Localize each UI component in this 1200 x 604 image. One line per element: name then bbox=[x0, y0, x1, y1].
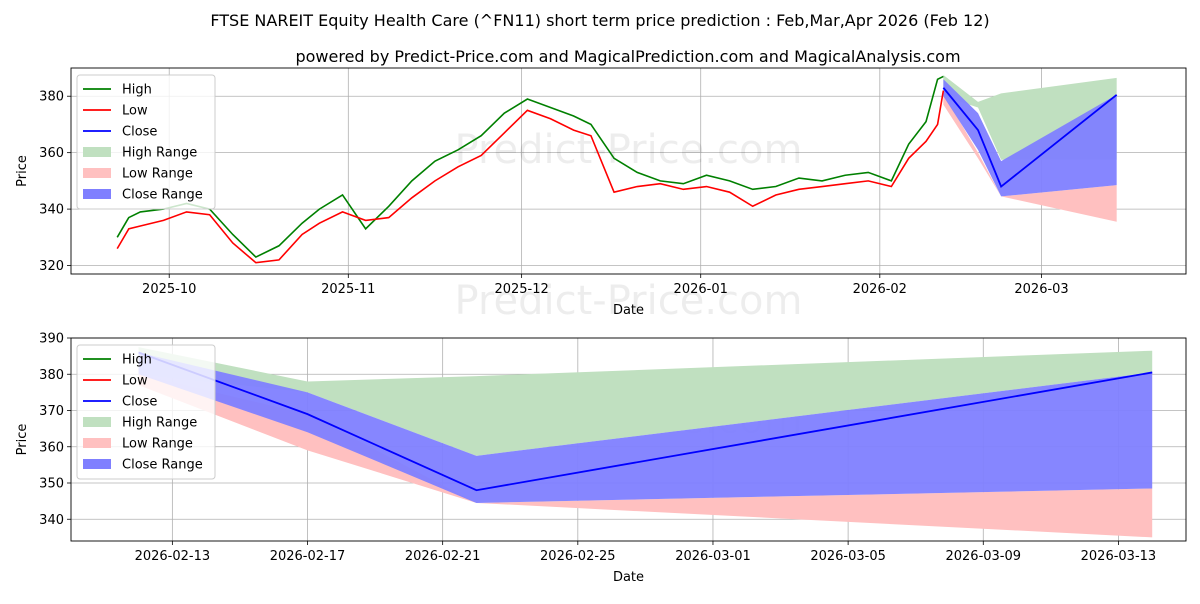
x-tick-label: 2026-03-09 bbox=[945, 549, 1021, 564]
x-tick-label: 2026-02-21 bbox=[405, 549, 481, 564]
x-tick-label: 2026-03-13 bbox=[1081, 549, 1157, 564]
legend-label: Low Range bbox=[122, 437, 193, 452]
y-tick-label: 350 bbox=[39, 477, 64, 492]
low-price-line bbox=[116, 90, 945, 264]
legend-swatch bbox=[83, 168, 111, 178]
x-axis-label: Date bbox=[613, 303, 644, 318]
y-axis-label: Price bbox=[15, 424, 30, 456]
y-tick-label: 370 bbox=[39, 404, 64, 419]
chart-subtitle: powered by Predict-Price.com and Magical… bbox=[295, 47, 960, 66]
x-tick-label: 2025-11 bbox=[321, 282, 375, 297]
close-forecast-line bbox=[942, 87, 1118, 188]
x-tick-label: 2026-03 bbox=[1014, 282, 1068, 297]
axes-frame bbox=[70, 337, 1187, 542]
low-range-band bbox=[943, 93, 1117, 222]
low-range-band bbox=[138, 374, 1153, 538]
close-range-band bbox=[943, 79, 1117, 197]
high-range-band bbox=[138, 347, 1153, 456]
y-tick-label: 340 bbox=[39, 513, 64, 528]
legend-label: High bbox=[122, 83, 152, 98]
watermark-text: Predict-Price.com bbox=[455, 278, 803, 324]
legend-label: Close Range bbox=[122, 458, 203, 473]
legend-box bbox=[76, 74, 216, 210]
y-tick-label: 380 bbox=[39, 90, 64, 105]
y-axis-label: Price bbox=[15, 155, 30, 187]
legend-swatch bbox=[83, 189, 111, 199]
close-range-band bbox=[138, 352, 1153, 503]
legend-label: Low bbox=[122, 104, 148, 119]
y-tick-label: 340 bbox=[39, 203, 64, 218]
x-tick-label: 2025-12 bbox=[494, 282, 548, 297]
legend-label: Close bbox=[122, 125, 157, 140]
watermark-text: Predict-Price.com bbox=[455, 127, 803, 173]
legend-swatch bbox=[83, 147, 111, 157]
top-panel: 320 340 360 380 2025-10 2025-11 2025-12 2026-01… bbox=[15, 67, 1187, 324]
x-tick-label: 2026-01 bbox=[674, 282, 728, 297]
x-tick-label: 2026-02 bbox=[853, 282, 907, 297]
axes-frame bbox=[70, 67, 1187, 275]
legend-label: Close bbox=[122, 395, 157, 410]
legend-label: High bbox=[122, 353, 152, 368]
y-tick-label: 320 bbox=[39, 259, 64, 274]
bottom-panel: 340 350 360 370 380 390 2026-02-13 2026-02-17 20… bbox=[15, 332, 1187, 585]
legend-label: Low Range bbox=[122, 167, 193, 182]
x-tick-label: 2026-03-01 bbox=[675, 549, 751, 564]
legend-label: Close Range bbox=[122, 188, 203, 203]
x-axis-label: Date bbox=[613, 570, 644, 585]
legend-box bbox=[76, 344, 216, 480]
x-tick-label: 2026-02-13 bbox=[135, 549, 211, 564]
high-price-line bbox=[116, 75, 944, 259]
x-tick-label: 2025-10 bbox=[142, 282, 196, 297]
legend-swatch bbox=[83, 417, 111, 427]
legend-label: High Range bbox=[122, 146, 197, 161]
y-tick-label: 360 bbox=[39, 440, 64, 455]
x-tick-label: 2026-02-25 bbox=[540, 549, 616, 564]
x-tick-label: 2026-03-05 bbox=[810, 549, 886, 564]
chart-title: FTSE NAREIT Equity Health Care (^FN11) s… bbox=[210, 11, 989, 30]
close-forecast-line bbox=[138, 351, 1153, 492]
legend-label: Low bbox=[122, 374, 148, 389]
y-tick-label: 360 bbox=[39, 146, 64, 161]
x-tick-label: 2026-02-17 bbox=[270, 549, 346, 564]
legend-label: High Range bbox=[122, 416, 197, 431]
legend-swatch bbox=[83, 459, 111, 469]
legend-swatch bbox=[83, 438, 111, 448]
y-tick-label: 380 bbox=[39, 368, 64, 383]
y-tick-label: 390 bbox=[39, 332, 64, 347]
